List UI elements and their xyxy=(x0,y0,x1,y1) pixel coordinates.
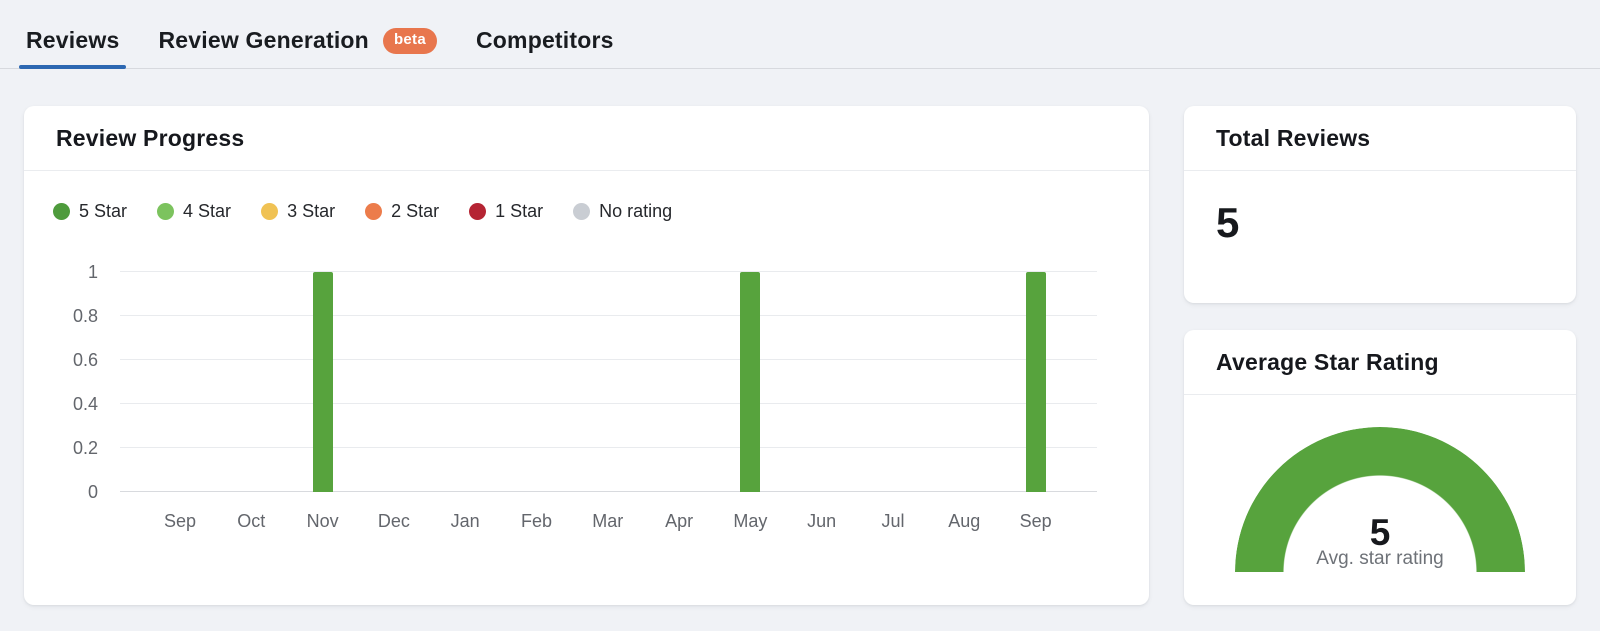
legend-item-2-star[interactable]: 2 Star xyxy=(365,201,439,222)
y-tick-label: 0.6 xyxy=(72,350,98,370)
legend-label: 3 Star xyxy=(287,200,336,221)
legend-dot xyxy=(261,202,279,220)
tab-review-generation[interactable]: Review Generation beta xyxy=(151,0,444,68)
legend-dot xyxy=(157,202,175,220)
tab-reviews-label: Reviews xyxy=(26,26,120,53)
tab-competitors[interactable]: Competitors xyxy=(469,0,621,68)
gridline xyxy=(120,271,1097,272)
avg-rating-caption: Avg. star rating xyxy=(1316,548,1444,569)
total-reviews-card: Total Reviews 5 xyxy=(1184,106,1576,303)
gridline xyxy=(120,491,1097,492)
y-tick-label: 0.2 xyxy=(72,438,98,458)
x-tick-label: Aug xyxy=(948,511,981,531)
average-star-rating-card: Average Star Rating 5 Avg. star rating xyxy=(1184,330,1576,605)
x-tick-label: Sep xyxy=(1019,511,1052,531)
tab-bar: Reviews Review Generation beta Competito… xyxy=(0,0,1600,69)
y-tick-label: 0 xyxy=(87,482,98,502)
avg-rating-gauge-area: 5 Avg. star rating xyxy=(1184,395,1576,605)
legend-dot xyxy=(53,202,70,220)
y-tick-label: 1 xyxy=(87,262,98,282)
bar-5-star-may-8 xyxy=(740,272,761,492)
review-progress-header: Review Progress xyxy=(24,106,1149,171)
legend-item-5-star[interactable]: 5 Star xyxy=(53,201,127,222)
tab-reviews[interactable]: Reviews xyxy=(19,0,127,69)
beta-badge: beta xyxy=(382,28,437,54)
avg-rating-value: 5 xyxy=(1369,512,1391,553)
legend-item-3-star[interactable]: 3 Star xyxy=(261,201,335,222)
total-reviews-value: 5 xyxy=(1216,199,1240,246)
bar-5-star-nov-2 xyxy=(312,272,333,492)
gridline xyxy=(120,315,1097,316)
y-tick-label: 0.8 xyxy=(72,306,98,326)
tab-competitors-label: Competitors xyxy=(475,26,614,53)
x-tick-label: Jul xyxy=(881,511,905,531)
legend-item-1-star[interactable]: 1 Star xyxy=(469,201,543,222)
x-tick-label: Mar xyxy=(592,511,624,531)
legend-dot xyxy=(365,202,383,220)
total-reviews-header: Total Reviews xyxy=(1184,106,1576,171)
chart-y-axis: 0 0.2 0.4 0.6 0.8 1 xyxy=(38,262,98,502)
y-tick-label: 0.4 xyxy=(72,394,98,414)
x-tick-label: Jan xyxy=(450,511,480,531)
x-tick-label: Sep xyxy=(163,511,197,531)
legend-label: 5 Star xyxy=(79,200,128,221)
average-star-rating-title: Average Star Rating xyxy=(1216,348,1439,375)
chart-x-axis: Sep Oct Nov Dec Jan Feb Mar Apr May Jun Jul Aug Sep xyxy=(120,509,1097,533)
x-tick-label: Nov xyxy=(306,511,339,531)
chart-plot xyxy=(120,271,1097,492)
gridline xyxy=(120,447,1097,448)
review-progress-title: Review Progress xyxy=(56,124,245,151)
x-tick-label: Jun xyxy=(807,511,837,531)
legend-dot xyxy=(573,202,591,220)
active-tab-indicator xyxy=(19,65,127,69)
x-tick-label: May xyxy=(733,511,768,531)
x-tick-label: Dec xyxy=(377,511,410,531)
legend-item-4-star[interactable]: 4 Star xyxy=(157,201,231,222)
x-tick-label: Oct xyxy=(237,511,266,531)
legend-label: No rating xyxy=(599,200,673,221)
gridline xyxy=(120,359,1097,360)
legend-label: 1 Star xyxy=(495,200,544,221)
x-tick-label: Feb xyxy=(520,511,553,531)
legend-item-no-rating[interactable]: No rating xyxy=(573,201,672,222)
tab-review-generation-label: Review Generation xyxy=(158,26,369,53)
x-tick-label: Apr xyxy=(665,511,694,531)
legend-label: 4 Star xyxy=(183,200,232,221)
review-progress-card: Review Progress 5 Star 4 Star 3 Star 2 Star… xyxy=(24,106,1149,605)
legend-dot xyxy=(469,202,487,220)
legend-label: 2 Star xyxy=(391,200,440,221)
average-star-rating-header: Average Star Rating xyxy=(1184,330,1576,395)
chart-legend: 5 Star 4 Star 3 Star 2 Star 1 Star No rating xyxy=(53,200,672,222)
total-reviews-title: Total Reviews xyxy=(1216,124,1371,151)
gridline xyxy=(120,403,1097,404)
bar-5-star-sep-12 xyxy=(1025,272,1046,492)
